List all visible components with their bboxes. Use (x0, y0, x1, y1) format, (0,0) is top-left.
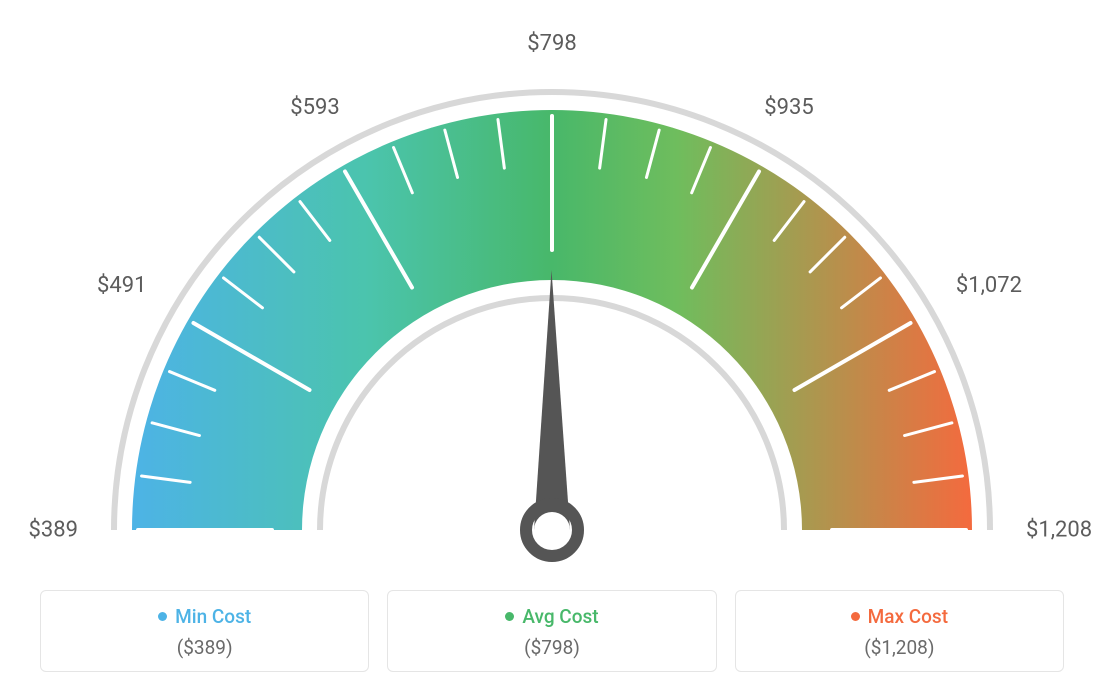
gauge-tick-label: $935 (764, 95, 813, 120)
legend-min-box: Min Cost ($389) (40, 590, 369, 672)
legend-max-label: Max Cost (868, 605, 948, 628)
gauge-tick-label: $1,208 (1026, 518, 1092, 543)
legend-avg-dot (505, 612, 514, 621)
cost-gauge: $389 $491 $593 $798 $935 $1,072 $1,208 (0, 10, 1104, 580)
legend-min-value: ($389) (51, 636, 358, 659)
legend-max-dot (851, 612, 860, 621)
legend-min-dot (158, 612, 167, 621)
gauge-tick-label: $491 (97, 273, 146, 298)
gauge-tick-label: $593 (290, 95, 339, 120)
gauge-tick-label: $389 (29, 518, 78, 543)
gauge-tick-label: $1,072 (956, 273, 1022, 298)
legend-row: Min Cost ($389) Avg Cost ($798) Max Cost… (40, 590, 1064, 672)
legend-max-box: Max Cost ($1,208) (735, 590, 1064, 672)
legend-avg-box: Avg Cost ($798) (387, 590, 716, 672)
legend-max-value: ($1,208) (746, 636, 1053, 659)
legend-min-label: Min Cost (175, 605, 251, 628)
gauge-tick-label: $798 (527, 31, 576, 56)
legend-avg-label: Avg Cost (522, 605, 598, 628)
legend-min-title: Min Cost (158, 605, 251, 628)
legend-avg-value: ($798) (398, 636, 705, 659)
gauge-svg (0, 10, 1104, 580)
legend-max-title: Max Cost (851, 605, 948, 628)
legend-avg-title: Avg Cost (505, 605, 598, 628)
